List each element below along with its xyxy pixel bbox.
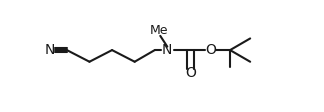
Text: N: N — [45, 43, 55, 57]
Text: O: O — [185, 66, 196, 80]
Text: O: O — [205, 43, 216, 57]
Text: Me: Me — [150, 24, 168, 37]
Text: N: N — [162, 43, 172, 57]
